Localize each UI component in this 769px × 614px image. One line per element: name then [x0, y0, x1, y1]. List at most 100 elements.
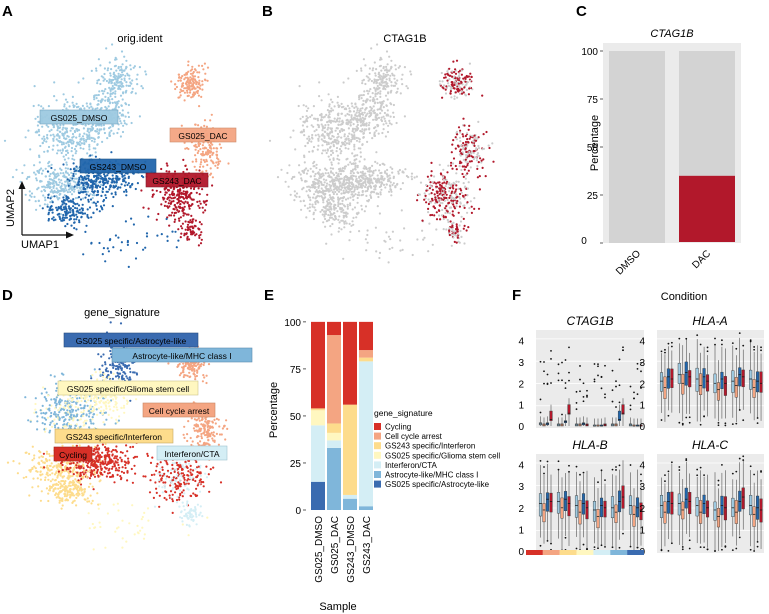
panel-f-box	[741, 487, 745, 510]
panel-f-ytick: 4	[518, 337, 524, 348]
panel-e-ytick: 25	[290, 459, 302, 470]
panel-c-bar-bg	[679, 51, 735, 176]
panel-f-ytick: 1	[639, 525, 645, 536]
panel-e-chart: 0 25 50 75 100 GS025_DMSO GS025_DAC GS243_DMSO G…	[268, 318, 500, 613]
umap-x-axis-label: UMAP1	[21, 239, 59, 251]
panel-f-box	[741, 369, 745, 388]
panel-f-box	[666, 368, 670, 389]
panel-c-ytick: 75	[587, 95, 599, 106]
panel-f-ytick: 1	[518, 401, 524, 412]
panel-letter-c: C	[576, 3, 587, 20]
panel-f-ytick: 4	[639, 461, 645, 472]
panel-e-bar-segment	[311, 321, 325, 409]
panel-f-box	[723, 376, 727, 396]
panel-f-box	[659, 372, 664, 392]
panel-c-ylabel: Percentage	[589, 115, 601, 171]
panel-f-box	[734, 377, 738, 398]
umap-b-title: CTAG1B	[383, 33, 426, 45]
panel-e-bar-segment	[311, 481, 325, 510]
label-interferon-cta: Interferon/CTA	[164, 449, 219, 459]
legend-swatch	[374, 442, 381, 450]
panel-e-legend-title: gene_signature	[374, 408, 433, 418]
panel-e-bar-segment	[327, 321, 341, 336]
panel-f-group-color	[627, 550, 644, 555]
panel-f-box	[706, 374, 710, 392]
panel-c-xtick: DMSO	[614, 248, 643, 277]
panel-f-box	[695, 497, 699, 517]
panel-e-bar-segment	[343, 321, 357, 405]
panel-f-ytick: 2	[639, 504, 645, 515]
panel-e-bar-segment	[343, 498, 357, 510]
panel-f-box	[720, 371, 724, 389]
panel-f-box	[749, 369, 753, 390]
panel-f-box	[731, 497, 735, 517]
panel-f-ytick: 0	[639, 422, 645, 433]
panel-f-facet-title: HLA-B	[572, 438, 607, 452]
panel-e-bar-segment	[311, 410, 325, 426]
panel-f-box	[684, 487, 688, 509]
panel-f-box	[749, 495, 753, 516]
panel-f-box	[756, 371, 760, 393]
panel-f-group-color	[542, 550, 560, 555]
panel-f-box	[574, 495, 579, 518]
panel-f-facet-title: HLA-C	[692, 438, 728, 452]
panel-f-box	[614, 504, 618, 523]
panel-f-box	[592, 501, 597, 522]
legend-entry: Interferon/CTA	[385, 461, 438, 470]
label-cycling: Cycling	[59, 450, 87, 460]
panel-e-bar-segment	[311, 408, 325, 411]
panel-f-box	[610, 496, 615, 519]
panel-f-box	[563, 491, 568, 512]
panel-f-box	[688, 370, 692, 388]
umap-a-points	[3, 43, 230, 268]
panel-f-box	[723, 496, 727, 521]
panel-f-box	[567, 404, 571, 415]
panel-letter-d: D	[2, 287, 13, 304]
panel-f-group-color	[576, 550, 594, 555]
panel-f-ytick: 2	[518, 504, 524, 515]
panel-f-box	[716, 382, 720, 401]
label-glioma-stem: GS025 specific/Glioma stem cell	[67, 384, 189, 394]
panel-f-facet-title: CTAG1B	[566, 314, 613, 328]
panel-f-ytick: 3	[518, 482, 524, 493]
label-gs025-astrocyte: GS025 specific/Astrocyte-like	[76, 336, 187, 346]
panel-e-xtick: GS025_DAC	[330, 516, 341, 574]
panel-c-chart: CTAG1B 0 25 50 75 100 DMSO DAC Percentage Conditi…	[581, 28, 741, 303]
panel-e-ytick: 100	[284, 318, 301, 329]
panel-e-bar-segment	[359, 350, 373, 358]
umap-axes: UMAP2 UMAP1	[5, 181, 74, 251]
label-gs025-dmso: GS025_DMSO	[51, 113, 108, 123]
panel-letter-e: E	[264, 287, 274, 304]
legend-swatch	[374, 432, 381, 440]
panel-f-group-color	[559, 550, 577, 555]
panel-f-box	[702, 368, 706, 389]
label-cell-cycle-arrest: Cell cycle arrest	[149, 406, 210, 416]
panel-e-bar-segment	[343, 404, 357, 495]
panel-f-box	[666, 492, 670, 514]
panel-f-box	[581, 493, 586, 515]
panel-f-box	[549, 410, 553, 421]
panel-f-ytick: 3	[639, 358, 645, 369]
umap-b-points	[268, 43, 495, 264]
panel-f-ytick: 1	[639, 401, 645, 412]
panel-e-xlabel: Sample	[319, 601, 356, 613]
label-gs243-interferon: GS243 specific/Interferon	[66, 432, 162, 442]
panel-f-box	[752, 506, 756, 527]
panel-f-box	[759, 498, 763, 523]
panel-f-box	[556, 492, 561, 514]
panel-f-box	[738, 367, 742, 387]
panel-e-bar-segment	[327, 432, 341, 441]
panel-e-bar-segment	[343, 494, 357, 499]
panel-e-bar-segment	[327, 440, 341, 448]
panel-e-bar-segment	[327, 335, 341, 424]
panel-f-box	[670, 368, 674, 388]
panel-f-chart: CTAG1B01234HLA-A01234HLA-B01234HLA-C0123…	[518, 314, 764, 558]
panel-f-box	[688, 492, 692, 515]
panel-f-box	[699, 373, 703, 395]
panel-f-box	[585, 500, 589, 520]
panel-f-box	[549, 492, 553, 513]
legend-swatch	[374, 471, 381, 478]
panel-f-box	[706, 500, 710, 518]
panel-e-bar-segment	[359, 357, 373, 362]
